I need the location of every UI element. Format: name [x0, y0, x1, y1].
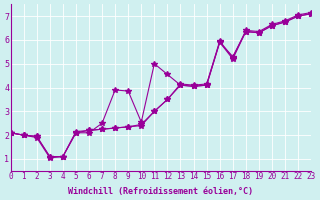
- X-axis label: Windchill (Refroidissement éolien,°C): Windchill (Refroidissement éolien,°C): [68, 187, 253, 196]
